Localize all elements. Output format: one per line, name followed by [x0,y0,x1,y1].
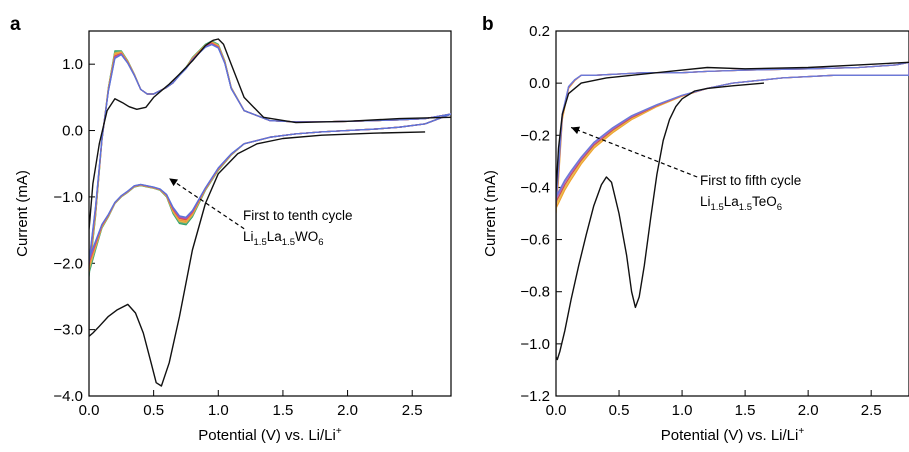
x-tick-label: 2.5 [402,402,423,419]
y-tick-label: −0.8 [520,284,550,301]
x-tick-label: 1.5 [735,402,756,419]
plot-frame [88,30,452,397]
x-tick-label: 1.5 [272,402,293,419]
x-tick-label: 0.5 [143,402,164,419]
panel-label: b [482,14,494,35]
annotation-text: First to tenth cycle [243,208,353,223]
x-axis-label: Potential (V) vs. Li/Li+ [661,426,805,444]
x-tick-label: 1.0 [208,402,229,419]
x-tick-label: 2.5 [861,402,882,419]
first-cycle-curve [556,61,909,361]
x-tick-label: 1.0 [672,402,693,419]
annotation-arrow [570,126,698,178]
y-tick-label: −4.0 [53,388,83,405]
y-tick-label: −0.4 [520,179,550,196]
x-tick-label: 0.0 [79,402,100,419]
annotation-formula: Li1.5La1.5TeO6 [700,194,782,213]
panel-a: a 0.0 0.5 1.0 1.5 2.0 2.5 −4.0 −3.0 −2.0 −1.0 0.0 1.… [10,14,452,444]
first-cycle-curve [89,38,451,387]
y-tick-label: −3.0 [53,322,83,339]
x-tick-label: 2.0 [798,402,819,419]
cycle-curve-6 [556,61,909,202]
y-tick-label: −2.0 [53,255,83,272]
y-tick-label: 0.0 [529,75,550,92]
cycle-curve-2 [556,61,909,214]
annotation-arrowhead [169,178,179,187]
y-tick-label: −1.0 [53,189,83,206]
curves [556,61,909,361]
y-tick-label: −0.2 [520,127,550,144]
annotation-arrow [168,177,245,230]
annotation-text: First to fifth cycle [700,173,801,188]
y-tick-label: 1.0 [62,56,83,73]
y-tick-label: 0.2 [529,23,550,40]
x-tick-label: 0.5 [609,402,630,419]
curves [89,38,451,387]
x-axis-label: Potential (V) vs. Li/Li+ [198,426,342,444]
panel-b: b 0.0 0.5 1.0 1.5 2.0 2.5 −1.2 −1.0 −0.8 −0.6 −0.4 −… [482,14,909,444]
y-axis-label: Current (mA) [14,170,31,257]
y-tick-label: 0.0 [62,123,83,140]
annotation-formula: Li1.5La1.5WO6 [243,229,324,248]
cycle-curve-11 [89,44,451,262]
y-tick-label: −0.6 [520,232,550,249]
panel-label: a [10,14,21,35]
x-tick-label: 2.0 [337,402,358,419]
y-tick-label: −1.0 [520,336,550,353]
y-tick-label: −1.2 [520,388,550,405]
annotation-arrowhead [571,126,581,135]
y-axis-label: Current (mA) [482,170,499,257]
x-tick-label: 0.0 [546,402,567,419]
